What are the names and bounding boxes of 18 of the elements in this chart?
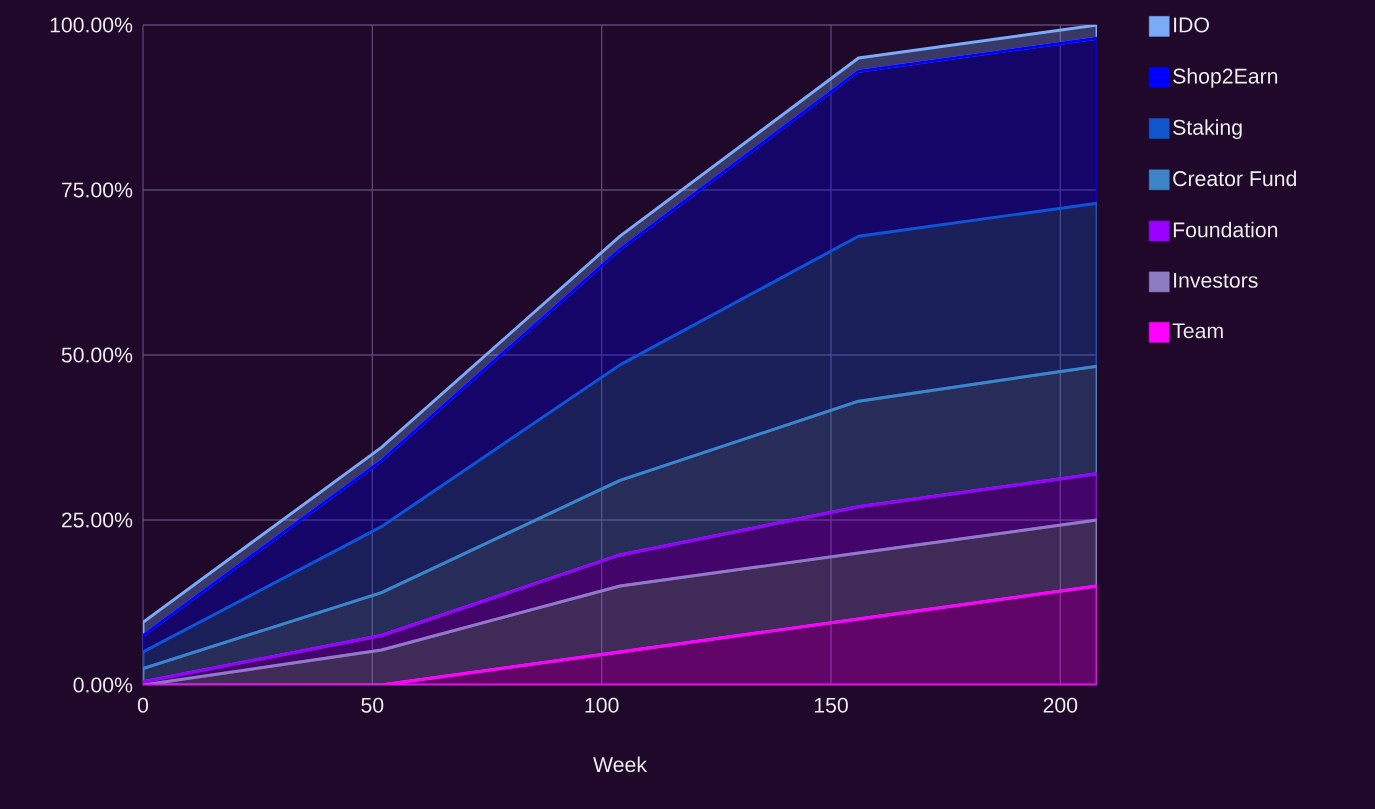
legend-label: Creator Fund [1173, 170, 1296, 187]
y-tick-label: 0.00% [73, 677, 133, 693]
x-tick-label: 50 [361, 697, 384, 713]
x-tick-label: 150 [814, 697, 848, 713]
legend-label: Shop2Earn [1173, 68, 1278, 88]
legend-label: Team [1172, 323, 1223, 339]
legend-label: Staking [1173, 119, 1242, 140]
y-tick-label: 25.00% [61, 512, 133, 528]
x-axis-title: Week [593, 756, 647, 773]
legend-label: Investors [1174, 272, 1258, 288]
legend-label: IDO [1174, 17, 1209, 33]
x-tick-label: 100 [585, 697, 619, 713]
y-tick-label: 50.00% [61, 347, 133, 363]
y-tick-label: 75.00% [61, 182, 133, 198]
legend-label: Foundation [1173, 221, 1278, 238]
x-tick-label: 0 [137, 697, 149, 713]
y-tick-label: 100.00% [50, 17, 133, 33]
x-tick-label: 200 [1043, 697, 1078, 713]
